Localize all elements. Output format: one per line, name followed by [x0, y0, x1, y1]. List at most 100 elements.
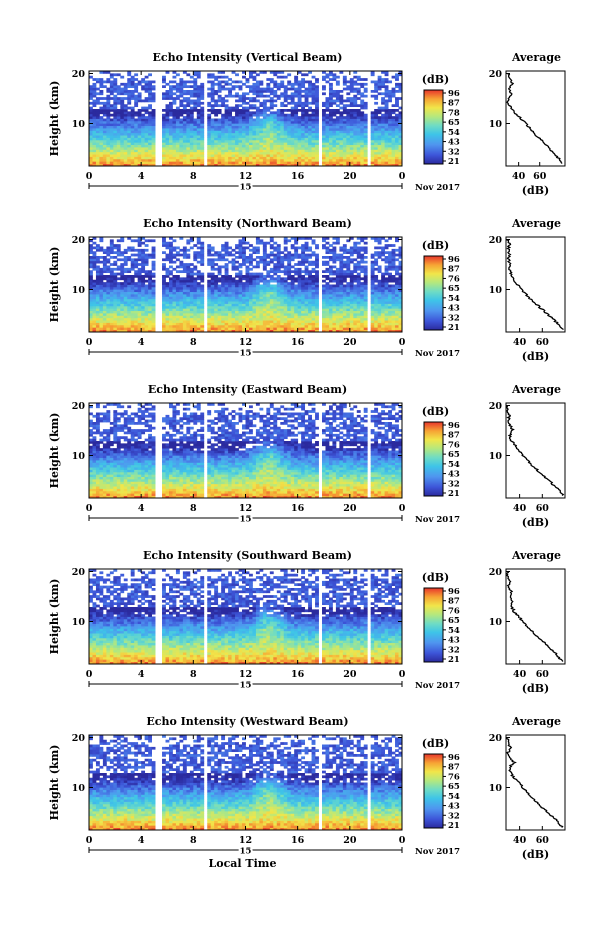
heatmap-cell	[311, 123, 316, 127]
heatmap-cell	[196, 125, 201, 129]
heatmap-cell	[102, 315, 107, 319]
heatmap-cell	[370, 118, 375, 122]
heatmap-cell	[242, 101, 246, 105]
heatmap-cell	[273, 149, 278, 153]
heatmap-cell	[95, 149, 100, 153]
heatmap-cell	[322, 260, 326, 264]
heatmap-cell	[123, 248, 128, 252]
heatmap-cell	[179, 305, 184, 309]
heatmap-cell	[242, 125, 246, 129]
heatmap-cell	[137, 99, 142, 103]
heatmap-cell	[141, 258, 146, 262]
heatmap-cell	[388, 161, 392, 165]
heatmap-cell	[248, 151, 253, 155]
heatmap-cell	[304, 116, 309, 119]
heatmap-cell	[325, 137, 330, 141]
heatmap-cell	[349, 132, 354, 136]
heatmap-cell	[99, 85, 104, 89]
heatmap-cell	[304, 320, 309, 323]
heatmap-cell	[130, 320, 135, 323]
heatmap-cell	[196, 158, 201, 162]
heatmap-cell	[221, 87, 226, 91]
heatmap-cell	[182, 92, 187, 96]
heatmap-cell	[228, 305, 232, 309]
heatmap-cell	[311, 284, 316, 288]
heatmap-cell	[144, 310, 149, 314]
heatmap-cell	[381, 71, 386, 74]
heatmap-cell	[255, 263, 260, 266]
heatmap-cell	[92, 99, 97, 103]
heatmap-cell	[144, 256, 149, 259]
heatmap-cell	[217, 154, 222, 157]
heatmap-cell	[151, 265, 156, 269]
heatmap-cell	[245, 241, 250, 245]
heatmap-cell	[182, 289, 187, 293]
heatmap-cell	[182, 253, 187, 257]
heatmap-cell	[231, 263, 236, 266]
heatmap-cell	[109, 270, 114, 274]
heatmap-cell	[301, 256, 306, 259]
heatmap-cell	[269, 308, 274, 312]
heatmap-cell	[266, 99, 271, 103]
heatmap-cell	[151, 130, 156, 134]
heatmap-cell	[370, 128, 375, 131]
heatmap-cell	[116, 265, 121, 269]
heatmap-cell	[304, 301, 309, 304]
heatmap-cell	[356, 104, 361, 108]
heatmap-cell	[141, 144, 146, 148]
heatmap-cell	[262, 263, 267, 266]
heatmap-cell	[179, 87, 184, 91]
heatmap-cell	[255, 142, 260, 146]
heatmap-cell	[353, 90, 358, 93]
heatmap-cell	[224, 324, 229, 328]
heatmap-cell	[235, 113, 239, 117]
heatmap-cell	[322, 109, 326, 112]
heatmap-cell	[148, 149, 152, 153]
heatmap-cell	[137, 320, 142, 323]
heatmap-cell	[262, 116, 267, 119]
heatmap-cell	[301, 322, 306, 326]
heatmap-cell	[179, 154, 184, 157]
heatmap-cell	[148, 324, 152, 328]
heatmap-cell	[168, 294, 173, 297]
heatmap-cell	[89, 135, 93, 138]
heatmap-cell	[89, 301, 93, 304]
heatmap-cell	[255, 149, 260, 153]
heatmap-cell	[235, 327, 239, 331]
heatmap-cell	[259, 101, 264, 105]
heatmap-cell	[89, 239, 93, 243]
heatmap-cell	[102, 303, 107, 307]
heatmap-cell	[228, 320, 232, 323]
heatmap-cell	[252, 308, 257, 312]
heatmap-cell	[120, 277, 125, 281]
heatmap-cell	[353, 139, 358, 143]
heatmap-cell	[127, 139, 132, 143]
heatmap-cell	[245, 329, 250, 333]
heatmap-cell	[248, 253, 253, 257]
heatmap-cell	[301, 158, 306, 162]
heatmap-cell	[276, 256, 281, 259]
heatmap-cell	[297, 277, 302, 281]
heatmap-cell	[363, 128, 368, 131]
heatmap-cell	[262, 258, 267, 262]
heatmap-cell	[248, 284, 253, 288]
heatmap-cell	[259, 144, 264, 148]
heatmap-cell	[95, 324, 100, 328]
heatmap-cell	[196, 149, 201, 153]
heatmap-cell	[200, 305, 205, 309]
heatmap-cell	[325, 310, 330, 314]
heatmap-cell	[134, 163, 139, 167]
heatmap-cell	[210, 125, 215, 129]
heatmap-cell	[353, 144, 358, 148]
heatmap-cell	[134, 82, 139, 86]
heatmap-cell	[287, 294, 292, 297]
heatmap-cell	[196, 296, 201, 300]
heatmap-cell	[106, 279, 111, 283]
heatmap-cell	[217, 120, 222, 124]
heatmap-cell	[89, 132, 93, 136]
heatmap-cell	[109, 73, 114, 77]
heatmap-cell	[109, 104, 114, 108]
heatmap-cell	[248, 324, 253, 328]
heatmap-cell	[123, 320, 128, 323]
heatmap-cell	[391, 109, 396, 112]
